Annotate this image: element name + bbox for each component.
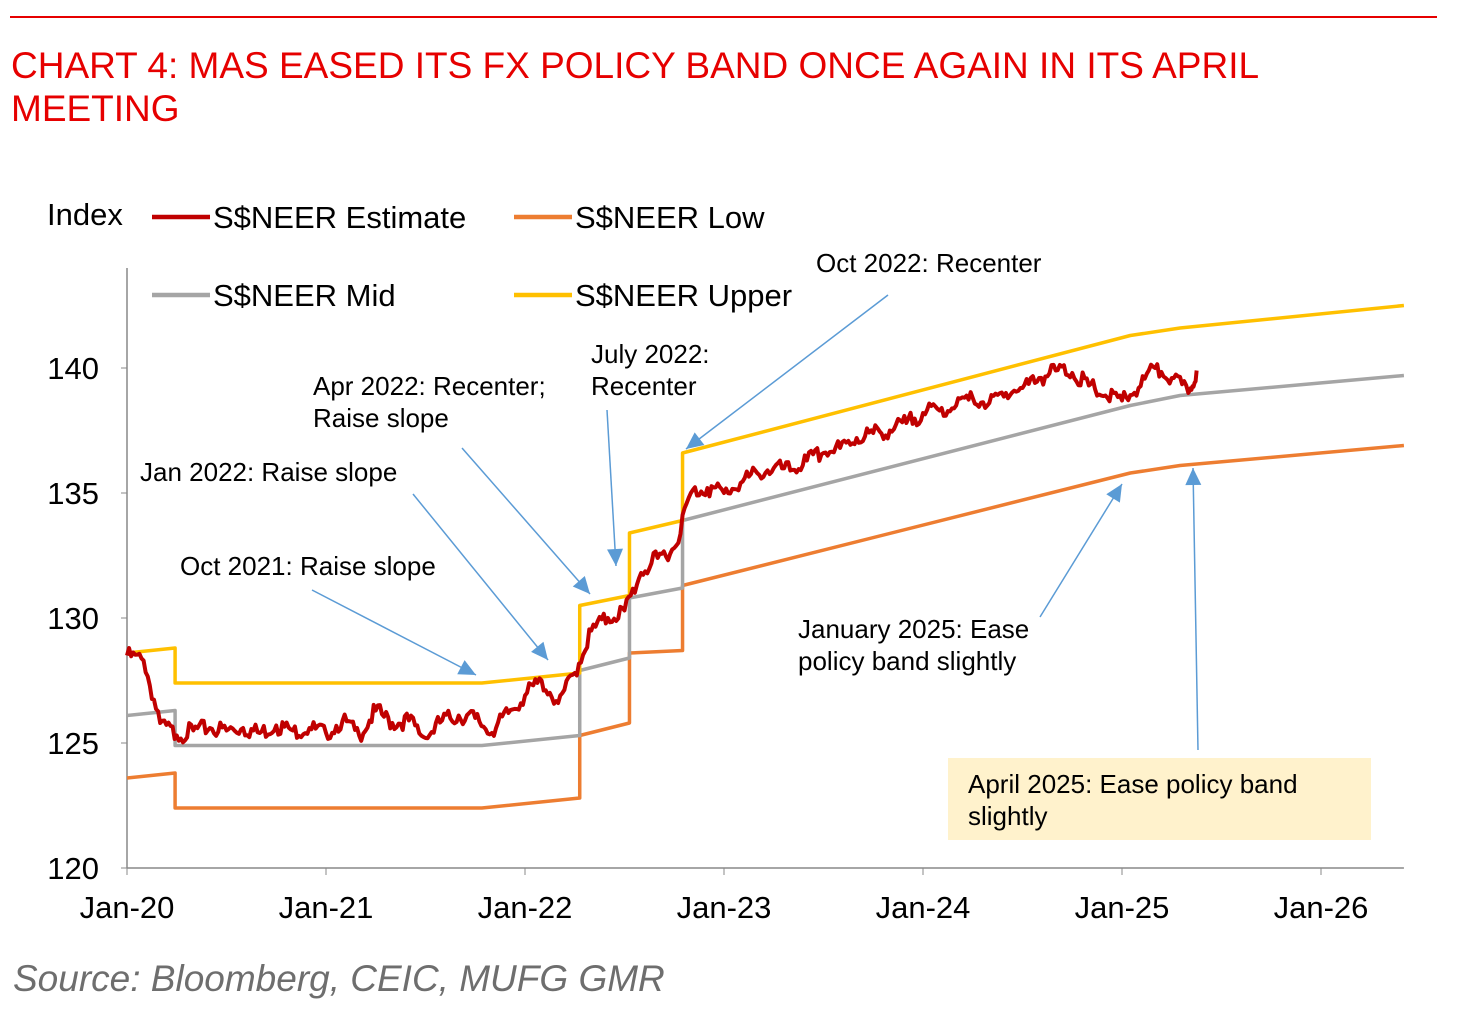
- arrowhead-icon: [1106, 484, 1122, 503]
- y-tick-label: 125: [47, 726, 99, 761]
- annotation-line: Oct 2022: Recenter: [816, 248, 1042, 278]
- legend-label-estimate: S$NEER Estimate: [213, 200, 466, 235]
- annotation-line: Apr 2022: Recenter;: [313, 371, 546, 401]
- y-tick-label: 135: [47, 476, 99, 511]
- legend-label-low: S$NEER Low: [575, 200, 765, 235]
- series-line-s-neer-upper: [126, 303, 1405, 685]
- x-tick-label: Jan-23: [677, 890, 772, 925]
- arrow-line-oct22: [685, 294, 889, 450]
- y-tick-label: 140: [47, 351, 99, 386]
- arrowhead-icon: [686, 432, 705, 449]
- arrowhead-icon: [1185, 468, 1202, 486]
- chart-title: CHART 4: MAS EASED ITS FX POLICY BAND ON…: [11, 45, 1258, 129]
- annotation-line: Jan 2022: Raise slope: [140, 457, 397, 487]
- arrow-line-oct21: [311, 589, 477, 676]
- y-tick-label: 120: [47, 851, 99, 886]
- series-line-s-neer-low: [126, 443, 1405, 810]
- arrowhead-icon: [531, 641, 548, 660]
- arrow-line-apr22: [461, 447, 591, 595]
- arrowhead-icon: [572, 575, 590, 594]
- arrow-line-jul22: [606, 409, 617, 567]
- annotation-line: Oct 2021: Raise slope: [180, 551, 436, 581]
- arrowhead-icon: [457, 660, 476, 675]
- series-line-s-neer-mid: [126, 373, 1405, 748]
- x-tick-label: Jan-21: [279, 890, 374, 925]
- annotation-apr25: April 2025: Ease policy band slightly: [968, 769, 1298, 831]
- arrow-line-apr25: [1192, 467, 1199, 751]
- apr25-annotation-box: [948, 758, 1371, 840]
- annotation-line: Recenter: [591, 371, 697, 401]
- annotation-jan22: Jan 2022: Raise slope: [140, 457, 397, 487]
- annotation-line: April 2025: Ease policy band: [968, 769, 1298, 799]
- y-axis-label: Index: [47, 197, 123, 232]
- annotation-oct21: Oct 2021: Raise slope: [180, 551, 436, 581]
- x-tick-label: Jan-26: [1274, 890, 1369, 925]
- annotation-line: policy band slightly: [798, 646, 1016, 676]
- annotation-oct22: Oct 2022: Recenter: [816, 248, 1042, 278]
- series-lines: [125, 303, 1405, 810]
- x-tick-label: Jan-24: [876, 890, 971, 925]
- annotation-jan25: January 2025: Ease policy band slightly: [798, 614, 1029, 676]
- legend-label-upper: S$NEER Upper: [575, 278, 792, 313]
- y-tick-label: 130: [47, 601, 99, 636]
- annotation-apr22: Apr 2022: Recenter; Raise slope: [313, 371, 546, 433]
- arrowhead-icon: [607, 548, 624, 566]
- x-tick-label: Jan-25: [1075, 890, 1170, 925]
- annotation-jul22: July 2022: Recenter: [591, 339, 710, 401]
- x-tick-label: Jan-20: [80, 890, 175, 925]
- legend-label-mid: S$NEER Mid: [213, 278, 396, 313]
- annotation-line: Raise slope: [313, 403, 449, 433]
- annotation-line: January 2025: Ease: [798, 614, 1029, 644]
- annotation-line: July 2022:: [591, 339, 710, 369]
- arrow-line-jan22: [412, 493, 549, 661]
- top-rule: [10, 16, 1437, 18]
- series-line-s-neer-estimate: [125, 362, 1199, 745]
- annotation-arrows: [311, 294, 1202, 751]
- x-tick-label: Jan-22: [478, 890, 573, 925]
- axes: 120 125 130 135 140 Jan-20 Jan-21 Jan-22 Jan-23 J…: [47, 268, 1404, 925]
- labels: S$NEER Estimate S$NEER Low S$NEER Mid S$NEE…: [140, 200, 1298, 831]
- arrow-line-jan25: [1039, 483, 1123, 618]
- source-note: Source: Bloomberg, CEIC, MUFG GMR: [13, 958, 665, 999]
- annotation-line: slightly: [968, 801, 1047, 831]
